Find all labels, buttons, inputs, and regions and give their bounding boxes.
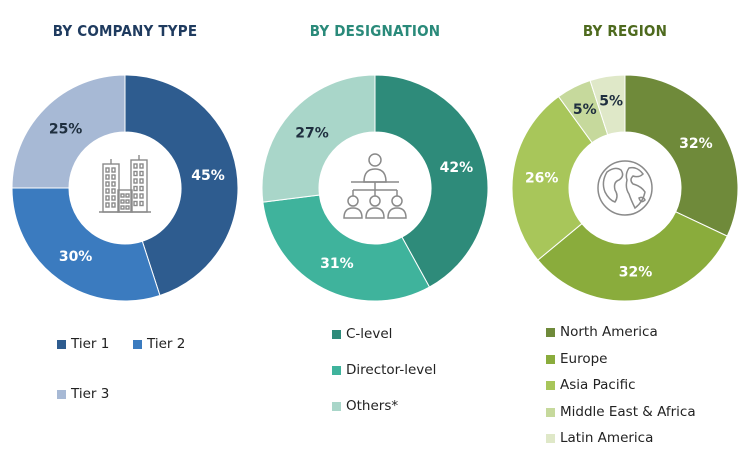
legend-label: Middle East & Africa [560,404,696,420]
legend-swatch [546,354,555,364]
slice-tier-2 [11,187,161,302]
data-label-north-america: 32% [679,136,713,152]
data-label-asia-pacific: 26% [525,171,559,187]
data-label-tier-3: 25% [49,122,83,138]
region-panel: BY REGION 32% 32% 26% 5% 5% North America Eu… [500,0,750,452]
legend-item-tier-3: Tier 3 [57,386,109,402]
legend-label: Tier 2 [147,336,186,352]
legend-swatch [546,433,555,443]
company-type-panel: BY COMPANY TYPE 45% 30% 25% Tier 1 Tier 2 … [0,0,250,452]
legend-swatch [332,365,341,375]
data-label-europe: 32% [619,264,653,280]
data-label-tier-2: 30% [59,249,93,265]
region-donut: 32% 32% 26% 5%5% [511,74,739,302]
legend-item-c-level: C-level [332,326,392,342]
data-label-tier-1: 45% [191,168,225,184]
data-label-c-level: 42% [440,160,474,176]
org-chart-people-icon [343,153,407,219]
legend-swatch [133,339,142,349]
slice-tier-1 [124,74,239,297]
legend-label: Asia Pacific [560,377,636,393]
data-label-latin-america: 5% [599,94,623,110]
legend-item-europe: Europe [546,351,607,367]
legend-swatch [332,401,341,411]
legend-label: Latin America [560,430,654,446]
legend-item-asia-pacific: Asia Pacific [546,377,636,393]
slice-director-level [262,194,431,302]
slice-north-america [624,74,739,237]
donut-hole [70,133,180,243]
legend-item-others: Others* [332,398,398,414]
legend-swatch [57,339,66,349]
legend-label: Director-level [346,362,437,378]
slice-c-level [374,74,489,288]
data-label-middle-east-africa: 5% [573,102,597,118]
chart-title: BY COMPANY TYPE [52,22,198,40]
legend-label: Tier 3 [71,386,110,402]
legend-swatch [546,380,555,390]
chart-title: BY DESIGNATION [309,22,441,40]
legend-item-north-america: North America [546,324,658,340]
legend-item-middle-east-africa: Middle East & Africa [546,404,696,420]
slice-asia-pacific [511,95,593,261]
legend-label: C-level [346,326,393,342]
buildings-icon [99,155,151,213]
legend-label: Tier 1 [71,336,110,352]
chart-title: BY REGION [582,22,668,40]
slice-europe [537,211,728,302]
legend-label: North America [560,324,658,340]
legend-label: Europe [560,351,608,367]
slice-tier-3 [11,74,126,189]
legend-swatch [332,329,341,339]
designation-donut: 42% 31% 27% [261,74,489,302]
slice-others [261,74,376,203]
legend-item-latin-america: Latin America [546,430,653,446]
globe-icon [597,160,653,216]
legend-label: Others* [346,398,399,414]
company-type-donut: 45% 30% 25% [11,74,239,302]
designation-panel: BY DESIGNATION 42% 31% 27% C-level Directo… [250,0,500,452]
legend-item-tier-2: Tier 2 [133,336,185,352]
legend-item-tier-1: Tier 1 [57,336,109,352]
data-label-director-level: 31% [320,256,354,272]
legend-swatch [546,327,555,337]
legend-item-director-level: Director-level [332,362,436,378]
slice-latin-america [589,74,626,136]
legend-swatch [546,407,555,417]
donut-hole [570,133,680,243]
legend-swatch [57,389,66,399]
data-label-others: 27% [295,125,329,141]
